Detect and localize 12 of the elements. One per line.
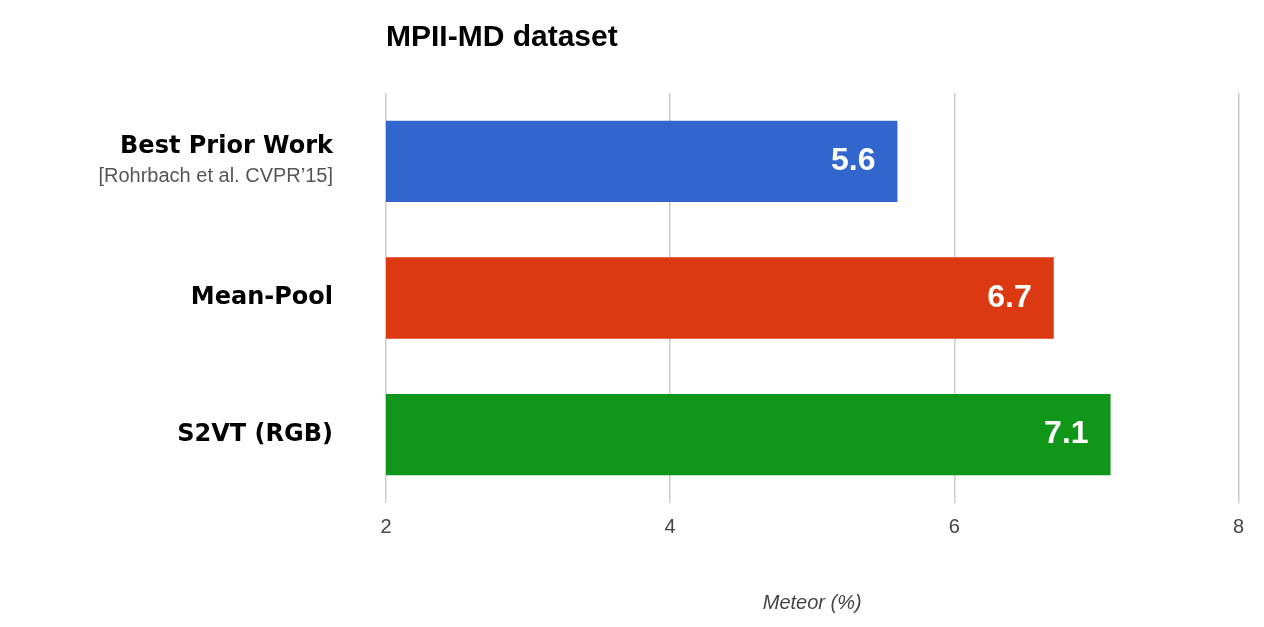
- y-tick-label: S2VT (RGB): [177, 418, 333, 447]
- chart-title: MPII-MD dataset: [386, 19, 618, 53]
- x-tick-label: 8: [1232, 514, 1244, 537]
- x-axis-title: Meteor (%): [762, 590, 862, 613]
- x-tick-label: 2: [380, 514, 392, 537]
- y-tick-label: Best Prior Work [Rohrbach et al. CVPR’15]: [98, 130, 335, 186]
- x-tick-label: 6: [948, 514, 960, 537]
- y-tick-label: Mean-Pool: [190, 282, 333, 311]
- data-label: 7.1: [1044, 414, 1089, 451]
- data-label: 6.7: [987, 277, 1032, 314]
- x-tick-label: 4: [664, 514, 676, 537]
- data-label: 5.6: [830, 141, 876, 178]
